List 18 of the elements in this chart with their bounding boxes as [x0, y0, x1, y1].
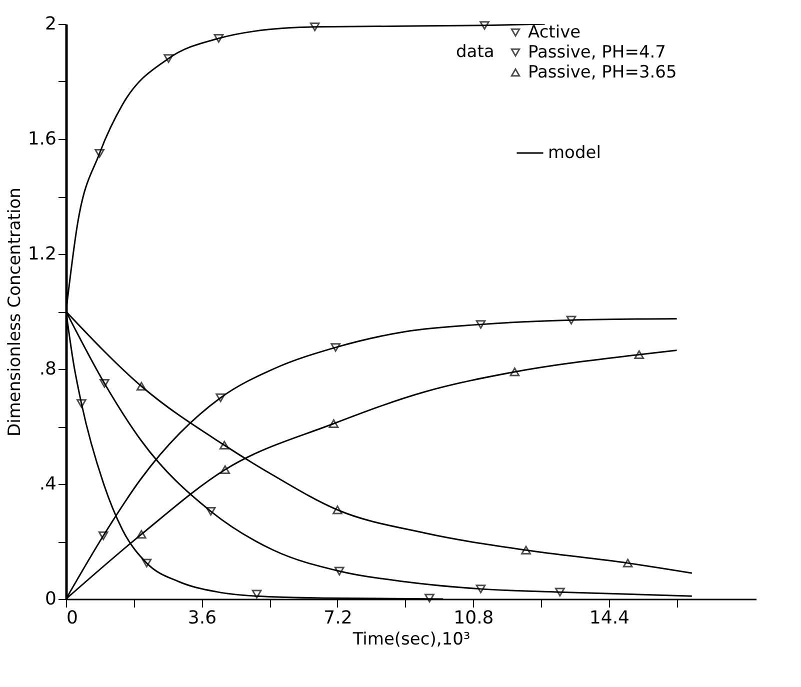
legend-label: Active — [528, 22, 581, 42]
x-axis-title: Time(sec),10³ — [352, 630, 470, 650]
y-tick-label: 1.6 — [28, 128, 56, 150]
y-tick-label: .8 — [39, 358, 56, 380]
x-tick-label: 3.6 — [188, 608, 217, 628]
legend-label: model — [548, 143, 601, 163]
y-tick-label: .4 — [39, 474, 56, 494]
y-tick-label: 0 — [45, 588, 56, 610]
y-axis-title: Dimensionless Concentration — [4, 188, 25, 436]
legend-label: Passive, PH=4.7 — [528, 42, 666, 62]
x-tick-label: 10.8 — [454, 608, 494, 628]
y-tick-label: 1.2 — [28, 244, 56, 264]
y-tick-label: 2 — [45, 14, 56, 34]
x-tick-label: 7.2 — [324, 608, 352, 628]
legend-label: Passive, PH=3.65 — [528, 62, 677, 82]
x-tick-label: 14.4 — [589, 608, 630, 628]
legend-title: data — [456, 42, 494, 62]
x-tick-label: 0 — [66, 608, 78, 628]
